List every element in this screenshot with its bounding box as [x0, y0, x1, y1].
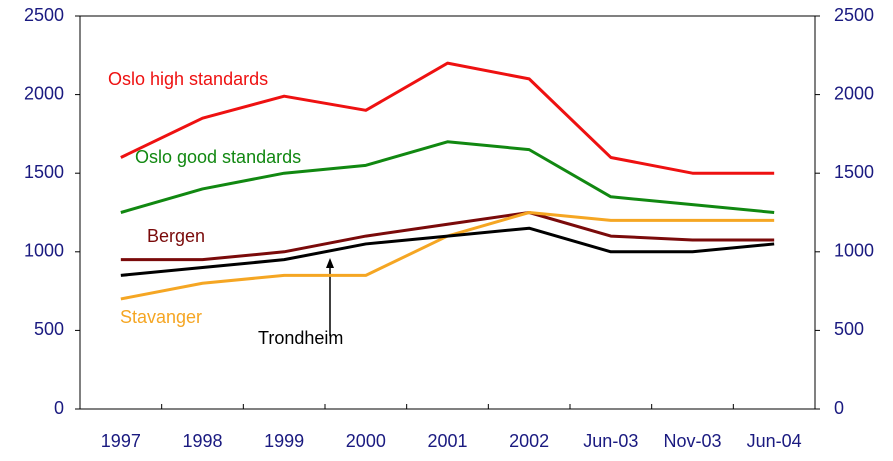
y2-tick-label: 500: [834, 319, 864, 339]
x-tick-label: Jun-03: [583, 431, 638, 451]
series-line: [120, 211, 775, 262]
x-tick-label: 2000: [346, 431, 386, 451]
y-tick-label: 2500: [24, 5, 64, 25]
series-label: Oslo high standards: [108, 69, 268, 89]
x-tick-label: Nov-03: [663, 431, 721, 451]
y2-tick-label: 1500: [834, 162, 874, 182]
y-tick-label: 500: [34, 319, 64, 339]
arrow-head: [326, 258, 334, 268]
series-line: [120, 226, 775, 277]
series-line: [120, 61, 775, 175]
y2-tick-label: 0: [834, 398, 844, 418]
series-label: Stavanger: [120, 307, 202, 327]
y-tick-label: 2000: [24, 83, 64, 103]
y2-tick-label: 1000: [834, 241, 874, 261]
plot-frame: [79, 15, 816, 410]
y2-tick-label: 2000: [834, 83, 874, 103]
x-tick-label: 1997: [101, 431, 141, 451]
x-tick-label: 2002: [509, 431, 549, 451]
series-label: Oslo good standards: [135, 147, 301, 167]
y-tick-label: 1000: [24, 241, 64, 261]
series-label: Trondheim: [258, 328, 343, 348]
series-line: [120, 140, 775, 214]
y-tick-label: 1500: [24, 162, 64, 182]
x-tick-label: 2001: [427, 431, 467, 451]
x-tick-label: 1999: [264, 431, 304, 451]
x-tick-label: 1998: [182, 431, 222, 451]
series-label: Bergen: [147, 226, 205, 246]
y-tick-label: 0: [54, 398, 64, 418]
y2-tick-label: 2500: [834, 5, 874, 25]
x-tick-label: Jun-04: [747, 431, 802, 451]
